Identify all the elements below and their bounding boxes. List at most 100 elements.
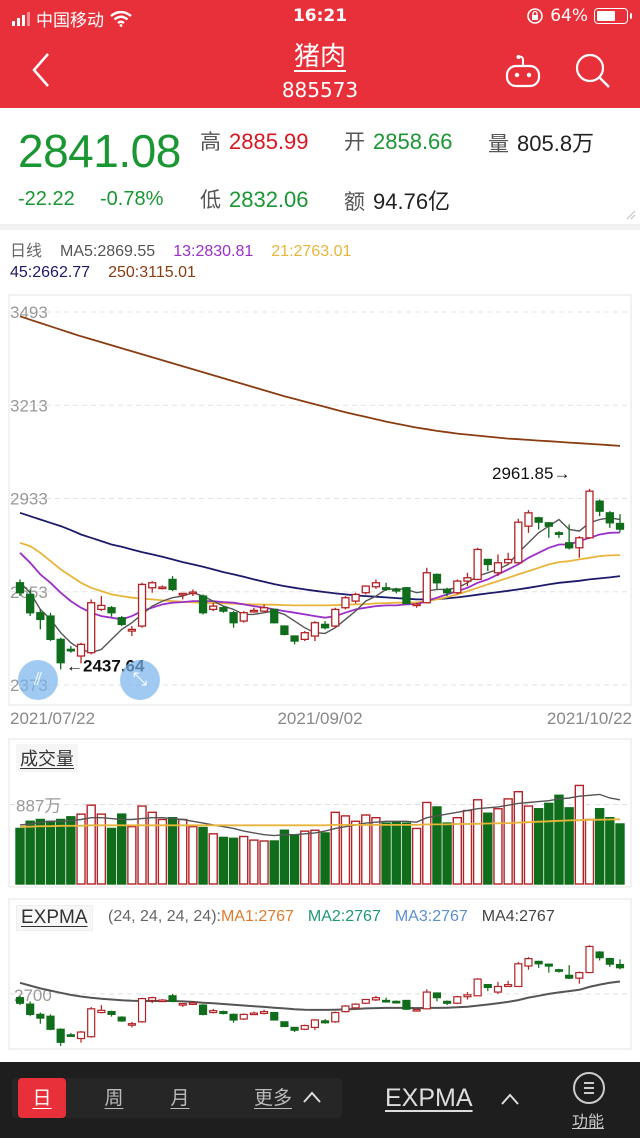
ma-legend: 日线 MA5:2869.55 13:2830.81 21:2763.01 45:266…	[10, 240, 630, 283]
candle	[178, 1002, 187, 1007]
volume-bar	[371, 816, 381, 885]
expma-chart[interactable]: 2700	[0, 898, 640, 1054]
candle	[76, 642, 86, 664]
volume-bar	[269, 840, 279, 885]
candle	[575, 971, 584, 984]
candle	[26, 1001, 35, 1017]
candle	[442, 587, 452, 597]
high-marker: 2961.85→	[492, 464, 570, 483]
candle	[107, 606, 116, 617]
candle	[36, 1012, 45, 1024]
volume-bar	[442, 822, 452, 885]
candle	[615, 959, 625, 970]
menu-circle-icon[interactable]	[573, 1072, 605, 1104]
candle	[371, 579, 381, 589]
high-value: 2885.99	[229, 129, 309, 154]
candle	[56, 1028, 65, 1046]
period-week-tab[interactable]: 周	[104, 1087, 124, 1109]
volume-bar	[25, 820, 35, 885]
ma21-value: 21:2763.01	[271, 243, 352, 260]
expma-chart-title[interactable]: EXPMA	[16, 905, 93, 931]
ma13-value: 13:2830.81	[173, 243, 254, 260]
candle	[249, 607, 259, 613]
robot-button[interactable]	[504, 52, 542, 90]
volume-bar	[188, 825, 198, 885]
volume-bar	[198, 826, 208, 885]
candle	[463, 572, 472, 587]
volume-ma-slow-line	[20, 818, 621, 828]
expma-ma2: MA2:2767	[307, 908, 381, 925]
candle	[453, 579, 462, 595]
stock-code: 885573	[281, 78, 359, 102]
expma-ma4: MA4:2767	[481, 908, 555, 925]
volume-bar	[147, 811, 157, 885]
x-axis-label: 2021/07/22	[10, 709, 95, 728]
volume-bar	[35, 818, 46, 885]
expand-corner-icon[interactable]	[626, 210, 636, 220]
candle	[15, 579, 25, 597]
function-button[interactable]: 功能	[572, 1112, 605, 1131]
volume-bar	[564, 807, 574, 885]
volume-bar	[106, 827, 117, 885]
candle	[259, 604, 269, 613]
volume-bar	[178, 818, 188, 885]
volume-chart-title[interactable]: 成交量	[16, 744, 78, 772]
period-month-tab[interactable]: 月	[170, 1087, 190, 1109]
open-value: 2858.66	[373, 129, 453, 154]
back-button[interactable]	[26, 50, 56, 90]
candle	[97, 1005, 106, 1014]
candle	[280, 1021, 289, 1028]
indicator-selector[interactable]: EXPMA	[385, 1084, 473, 1112]
candle	[117, 616, 126, 627]
volume-bar	[228, 837, 239, 885]
indicator-chevron-up-icon[interactable]	[500, 1092, 520, 1106]
search-button[interactable]	[574, 52, 612, 90]
candle	[422, 989, 431, 1010]
candle	[239, 1013, 248, 1020]
volume-bar	[513, 791, 524, 885]
volume-chart[interactable]: 887万	[0, 738, 640, 890]
candle	[66, 1032, 75, 1037]
ma5-line	[19, 517, 621, 654]
candle	[56, 637, 65, 670]
candle	[575, 536, 584, 558]
volume-bar	[218, 836, 229, 885]
volume-ma-line	[19, 793, 621, 837]
amount-stat: 额 94.76亿	[344, 184, 450, 216]
candle	[524, 957, 533, 970]
period-day-tab[interactable]: 日	[18, 1078, 66, 1118]
volume-bar	[422, 801, 432, 885]
volume-bar	[381, 822, 391, 885]
volume-bar	[605, 816, 615, 885]
candle	[422, 567, 431, 604]
volume-bar	[259, 840, 269, 885]
fullscreen-float-button[interactable]: ⤡	[120, 660, 160, 700]
amount-label: 额	[344, 190, 365, 214]
candlestick-chart[interactable]: 349332132933265323732961.85→←2437.642021…	[0, 290, 640, 730]
chevron-left-icon	[32, 53, 49, 87]
candle	[270, 608, 279, 624]
price-change: -22.22	[18, 188, 75, 210]
wifi-icon	[110, 10, 132, 27]
more-periods-button[interactable]: 更多	[253, 1087, 292, 1109]
candle	[107, 1010, 116, 1017]
y-tick-label: 3213	[10, 396, 48, 415]
page-title[interactable]: 猪肉	[293, 42, 346, 72]
candle	[554, 968, 564, 973]
candle	[148, 996, 157, 1004]
candle	[137, 582, 147, 628]
collapse-float-button[interactable]: ⫽	[18, 660, 58, 700]
volume-bar	[361, 814, 371, 885]
candle	[443, 1000, 452, 1006]
candle	[117, 1016, 126, 1022]
chevron-up-icon[interactable]	[302, 1090, 322, 1104]
battery-percent: 64%	[550, 6, 588, 26]
ma13-line	[19, 531, 621, 621]
candle	[158, 999, 167, 1003]
low-label: 低	[200, 188, 221, 212]
volume-bar	[544, 802, 554, 885]
candle	[514, 518, 523, 564]
candle	[229, 1013, 238, 1023]
volume-bar	[462, 809, 473, 885]
status-right: 64%	[526, 6, 632, 26]
